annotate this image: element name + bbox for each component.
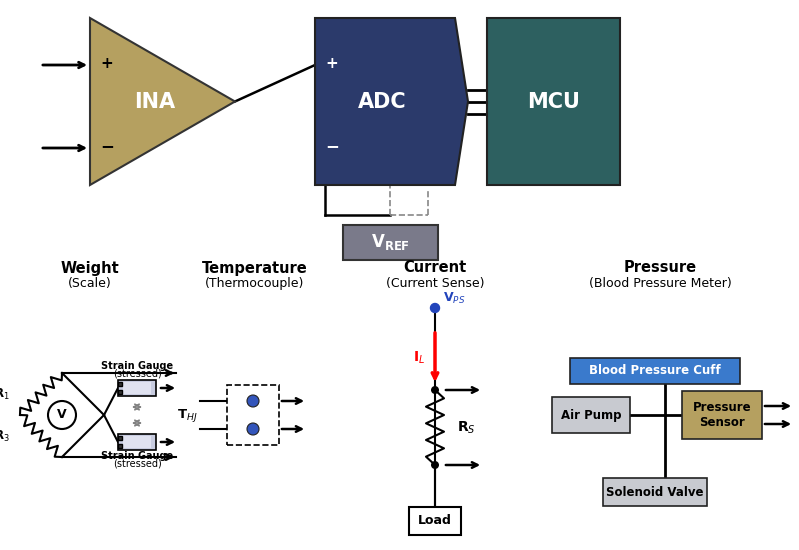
Text: −: − [100,137,114,155]
FancyBboxPatch shape [118,434,156,450]
FancyBboxPatch shape [603,478,707,506]
Text: Strain Gauge: Strain Gauge [101,361,173,371]
Text: R$_1$: R$_1$ [0,387,10,402]
Text: (Scale): (Scale) [68,278,112,290]
FancyBboxPatch shape [118,436,122,440]
Circle shape [247,423,259,435]
Text: Temperature: Temperature [202,261,308,276]
Text: −: − [325,137,339,155]
Text: INA: INA [134,91,176,112]
Text: (stressed): (stressed) [113,459,161,469]
Text: T$_{HJ}$: T$_{HJ}$ [177,406,197,424]
FancyBboxPatch shape [118,444,122,448]
Text: Current: Current [403,261,467,276]
Text: V$_{\mathregular{REF}}$: V$_{\mathregular{REF}}$ [371,233,409,252]
Text: (Current Sense): (Current Sense) [386,278,484,290]
Text: R$_S$: R$_S$ [457,419,475,436]
Text: R$_3$: R$_3$ [0,428,10,443]
Text: +: + [100,56,113,70]
FancyBboxPatch shape [343,225,438,260]
Circle shape [247,395,259,407]
Text: Blood Pressure Cuff: Blood Pressure Cuff [589,365,721,377]
Text: (Thermocouple): (Thermocouple) [205,278,304,290]
Text: Solenoid Valve: Solenoid Valve [606,486,704,498]
Text: Air Pump: Air Pump [561,409,622,421]
Text: Strain Gauge: Strain Gauge [101,451,173,461]
Circle shape [48,401,76,429]
Text: Load: Load [418,514,452,527]
FancyBboxPatch shape [487,18,620,185]
Text: (Blood Pressure Meter): (Blood Pressure Meter) [589,278,731,290]
Text: V$_{PS}$: V$_{PS}$ [443,291,465,306]
FancyBboxPatch shape [682,391,762,439]
Text: +: + [325,56,338,70]
FancyBboxPatch shape [123,382,151,394]
Text: ADC: ADC [358,91,407,112]
Circle shape [431,461,439,469]
Text: (stressed): (stressed) [113,369,161,379]
FancyBboxPatch shape [570,358,740,384]
Polygon shape [315,18,468,185]
FancyBboxPatch shape [227,385,279,445]
FancyBboxPatch shape [552,397,630,433]
FancyBboxPatch shape [118,382,122,386]
FancyBboxPatch shape [123,436,151,448]
Circle shape [431,304,439,312]
FancyBboxPatch shape [118,380,156,396]
Text: Pressure
Sensor: Pressure Sensor [693,401,751,429]
Text: Pressure: Pressure [623,261,697,276]
Circle shape [431,386,439,394]
Polygon shape [90,18,235,185]
Text: MCU: MCU [527,91,580,112]
FancyBboxPatch shape [118,390,122,394]
FancyBboxPatch shape [409,507,461,535]
Text: V: V [58,409,67,421]
Text: I$_L$: I$_L$ [413,349,425,366]
Text: Weight: Weight [61,261,119,276]
